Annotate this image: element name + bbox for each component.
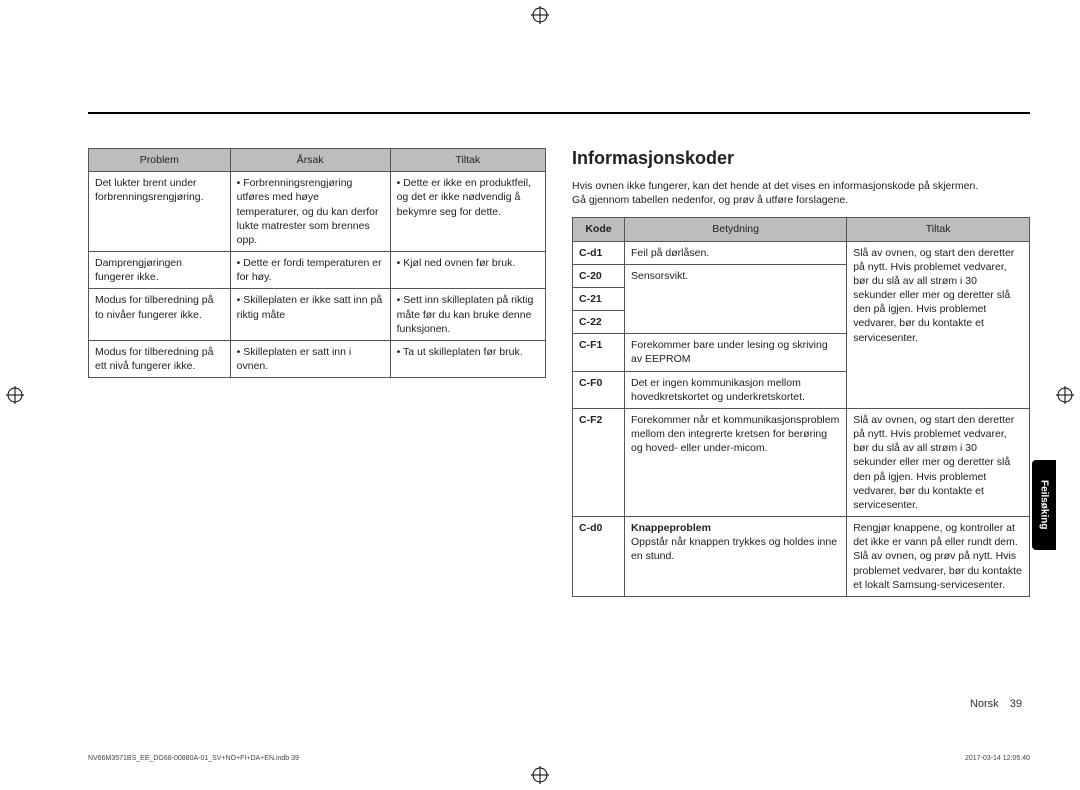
meaning-cell: Knappeproblem Oppstår når knappen trykke…	[625, 517, 847, 597]
meaning-cell: Forekommer når et kommunikasjonsproblem …	[625, 408, 847, 516]
table-row: Det lukter brent under forbrenningsrengj…	[89, 172, 546, 252]
code-cell: C-d1	[573, 241, 625, 264]
code-cell: C-F2	[573, 408, 625, 516]
meaning-cell: Sensorsvikt.	[625, 264, 847, 334]
th-cause: Årsak	[230, 149, 390, 172]
footer-right: 2017-03-14 12:05:40	[965, 755, 1030, 762]
footer-left: NV66M3571BS_EE_DG68-00880A-01_SV+NO+FI+D…	[88, 755, 299, 762]
th-action: Tiltak	[390, 149, 545, 172]
code-cell: C-22	[573, 311, 625, 334]
table-row: C-d1 Feil på dørlåsen. Slå av ovnen, og …	[573, 241, 1030, 264]
cause-text: Skilleplaten er ikke satt inn på riktig …	[237, 293, 384, 321]
right-column: Informasjonskoder Hvis ovnen ikke funger…	[572, 148, 1030, 597]
section-title: Informasjonskoder	[572, 148, 1030, 169]
page-number-value: 39	[1010, 698, 1022, 710]
table-row: Modus for tilberedning på to nivåer fung…	[89, 289, 546, 341]
cell-cause: Dette er fordi temperaturen er for høy.	[230, 252, 390, 289]
top-rule	[88, 112, 1030, 114]
footer: NV66M3571BS_EE_DG68-00880A-01_SV+NO+FI+D…	[88, 755, 1030, 762]
cell-action: Dette er ikke en produktfeil, og det er …	[390, 172, 545, 252]
cell-problem: Damprengjøringen fungerer ikke.	[89, 252, 231, 289]
intro-text: Hvis ovnen ikke fungerer, kan det hende …	[572, 179, 1030, 207]
intro-line-1: Hvis ovnen ikke fungerer, kan det hende …	[572, 180, 978, 192]
meaning-title: Knappeproblem	[631, 522, 711, 534]
table-row: Damprengjøringen fungerer ikke. Dette er…	[89, 252, 546, 289]
side-tab: Feilsøking	[1032, 460, 1056, 550]
table-row: C-d0 Knappeproblem Oppstår når knappen t…	[573, 517, 1030, 597]
action-cell: Slå av ovnen, og start den deretter på n…	[847, 241, 1030, 408]
code-cell: C-21	[573, 287, 625, 310]
crop-mark-right	[1056, 386, 1074, 404]
code-cell: C-F0	[573, 371, 625, 408]
code-cell: C-F1	[573, 334, 625, 371]
th-meaning: Betydning	[625, 218, 847, 241]
cell-action: Sett inn skilleplaten på riktig måte før…	[390, 289, 545, 341]
crop-mark-left	[6, 386, 24, 404]
action-text: Dette er ikke en produktfeil, og det er …	[397, 176, 539, 219]
page-label: Norsk	[970, 698, 999, 710]
cell-cause: Skilleplaten er satt inn i ovnen.	[230, 340, 390, 377]
cause-text: Forbrenningsrengjøring utføres med høye …	[237, 176, 384, 247]
table-row: Modus for tilberedning på ett nivå funge…	[89, 340, 546, 377]
page: Problem Årsak Tiltak Det lukter brent un…	[0, 0, 1080, 790]
action-cell: Slå av ovnen, og start den deretter på n…	[847, 408, 1030, 516]
crop-mark-top	[531, 6, 549, 24]
action-cell: Rengjør knappene, og kontroller at det i…	[847, 517, 1030, 597]
th-action: Tiltak	[847, 218, 1030, 241]
cell-action: Ta ut skilleplaten før bruk.	[390, 340, 545, 377]
action-text: Sett inn skilleplaten på riktig måte før…	[397, 293, 539, 336]
cell-cause: Forbrenningsrengjøring utføres med høye …	[230, 172, 390, 252]
meaning-body: Oppstår når knappen trykkes og holdes in…	[631, 536, 837, 562]
cause-text: Dette er fordi temperaturen er for høy.	[237, 256, 384, 284]
info-codes-table: Kode Betydning Tiltak C-d1 Feil på dørlå…	[572, 217, 1030, 597]
th-code: Kode	[573, 218, 625, 241]
page-number: Norsk 39	[970, 698, 1022, 710]
left-column: Problem Årsak Tiltak Det lukter brent un…	[88, 148, 546, 597]
meaning-cell: Forekommer bare under lesing og skriving…	[625, 334, 847, 371]
meaning-cell: Det er ingen kommunikasjon mellom hovedk…	[625, 371, 847, 408]
crop-mark-bottom	[531, 766, 549, 784]
cell-problem: Modus for tilberedning på ett nivå funge…	[89, 340, 231, 377]
cause-text: Skilleplaten er satt inn i ovnen.	[237, 345, 384, 373]
cell-cause: Skilleplaten er ikke satt inn på riktig …	[230, 289, 390, 341]
side-tab-label: Feilsøking	[1039, 480, 1050, 529]
code-cell: C-20	[573, 264, 625, 287]
troubleshoot-table: Problem Årsak Tiltak Det lukter brent un…	[88, 148, 546, 378]
action-text: Kjøl ned ovnen før bruk.	[397, 256, 539, 270]
code-cell: C-d0	[573, 517, 625, 597]
cell-problem: Det lukter brent under forbrenningsrengj…	[89, 172, 231, 252]
th-problem: Problem	[89, 149, 231, 172]
action-text: Ta ut skilleplaten før bruk.	[397, 345, 539, 359]
cell-problem: Modus for tilberedning på to nivåer fung…	[89, 289, 231, 341]
table-row: C-F2 Forekommer når et kommunikasjonspro…	[573, 408, 1030, 516]
intro-line-2: Gå gjennom tabellen nedenfor, og prøv å …	[572, 194, 848, 206]
columns: Problem Årsak Tiltak Det lukter brent un…	[88, 148, 1030, 597]
cell-action: Kjøl ned ovnen før bruk.	[390, 252, 545, 289]
meaning-cell: Feil på dørlåsen.	[625, 241, 847, 264]
